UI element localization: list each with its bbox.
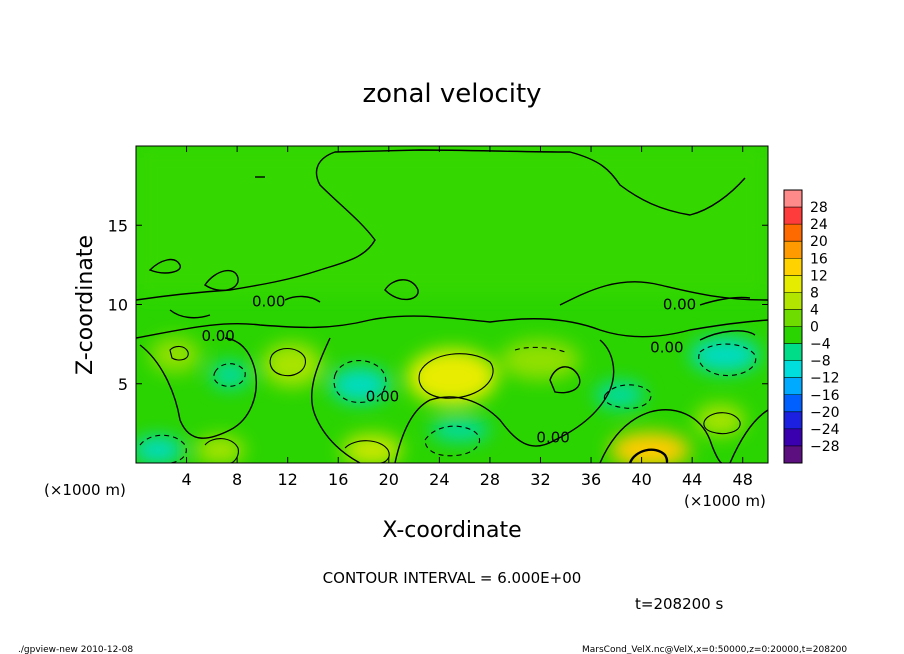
colorbar-label: 12 xyxy=(810,268,828,284)
contour-label: 0.00 xyxy=(536,429,569,447)
colorbar-label: −4 xyxy=(810,337,831,353)
contour-label: 0.00 xyxy=(650,338,683,356)
x-tick-label: 16 xyxy=(328,470,348,489)
x-unit-label-left: (×1000 m) xyxy=(44,481,126,499)
colorbar-swatch xyxy=(784,377,802,396)
contour-label: 0.00 xyxy=(663,296,696,314)
colorbar-label: 4 xyxy=(810,302,819,318)
contour-label: 0.00 xyxy=(252,292,285,310)
colorbar-label: 16 xyxy=(810,251,828,267)
colorbar-label: −12 xyxy=(810,371,840,387)
contour-interval-text: CONTOUR INTERVAL = 6.000E+00 xyxy=(323,569,582,587)
x-tick-label: 12 xyxy=(278,470,298,489)
colorbar-swatch xyxy=(784,326,802,345)
y-axis: 5 10 15 xyxy=(108,216,768,394)
field-shading xyxy=(136,146,768,463)
colorbar-swatch xyxy=(784,207,802,225)
colorbar-swatch xyxy=(784,292,802,310)
x-tick-label: 48 xyxy=(733,470,753,489)
colorbar-label: −20 xyxy=(810,405,840,421)
colorbar-swatch xyxy=(784,309,802,327)
contour-label: 0.00 xyxy=(201,327,234,345)
x-axis: 4 8 12 16 20 24 28 32 36 40 44 48 xyxy=(181,146,753,489)
colorbar-label: −28 xyxy=(810,439,840,455)
colorbar-swatch xyxy=(784,275,802,293)
x-tick-label: 4 xyxy=(181,470,191,489)
x-tick-label: 24 xyxy=(429,470,449,489)
colorbar-swatch xyxy=(784,343,802,362)
y-axis-label: Z-coordinate xyxy=(73,235,98,375)
plot-area: 0.00 0.00 0.00 0.00 0.00 0.00 xyxy=(135,145,769,464)
x-tick-label: 20 xyxy=(379,470,399,489)
colorbar-label: −8 xyxy=(810,354,831,370)
x-tick-label: 36 xyxy=(581,470,601,489)
positive-contours xyxy=(169,345,741,463)
colorbar-swatch xyxy=(784,445,802,464)
x-tick-label: 44 xyxy=(682,470,702,489)
x-tick-label: 8 xyxy=(232,470,242,489)
y-tick-label: 10 xyxy=(108,296,128,315)
x-tick-label: 28 xyxy=(480,470,500,489)
y-tick-label: 5 xyxy=(118,375,128,394)
colorbar-swatch xyxy=(784,190,802,208)
x-axis-label: X-coordinate xyxy=(382,518,521,543)
colorbar-label: 0 xyxy=(810,320,819,336)
colorbar-label: 20 xyxy=(810,234,828,250)
colorbar-swatch xyxy=(784,411,802,430)
contour-labels: 0.00 0.00 0.00 0.00 0.00 0.00 xyxy=(201,292,696,446)
contour-lines xyxy=(136,149,768,463)
colorbar-swatch xyxy=(784,224,802,242)
x-tick-label: 32 xyxy=(530,470,550,489)
colorbar-label: 8 xyxy=(810,285,819,301)
contour-label: 0.00 xyxy=(366,387,399,405)
colorbar-swatch xyxy=(784,258,802,276)
colorbar-label: 28 xyxy=(810,200,828,216)
colorbar-label: 24 xyxy=(810,217,828,233)
colorbar-label: −16 xyxy=(810,388,840,404)
colorbar-label: −24 xyxy=(810,422,840,438)
y-tick-label: 15 xyxy=(108,216,128,235)
time-text: t=208200 s xyxy=(635,595,723,613)
x-tick-label: 40 xyxy=(631,470,651,489)
negative-contours xyxy=(139,343,757,463)
colorbar-swatch xyxy=(784,360,802,379)
footer-right: MarsCond_VelX.nc@VelX,x=0:50000,z=0:2000… xyxy=(582,645,847,654)
chart-title: zonal velocity xyxy=(362,79,541,109)
footer-left: ./gpview-new 2010-12-08 xyxy=(18,645,133,654)
colorbar-swatch xyxy=(784,241,802,259)
colorbar-swatch xyxy=(784,394,802,413)
x-unit-label-right: (×1000 m) xyxy=(684,492,766,510)
colorbar-swatch xyxy=(784,428,802,447)
